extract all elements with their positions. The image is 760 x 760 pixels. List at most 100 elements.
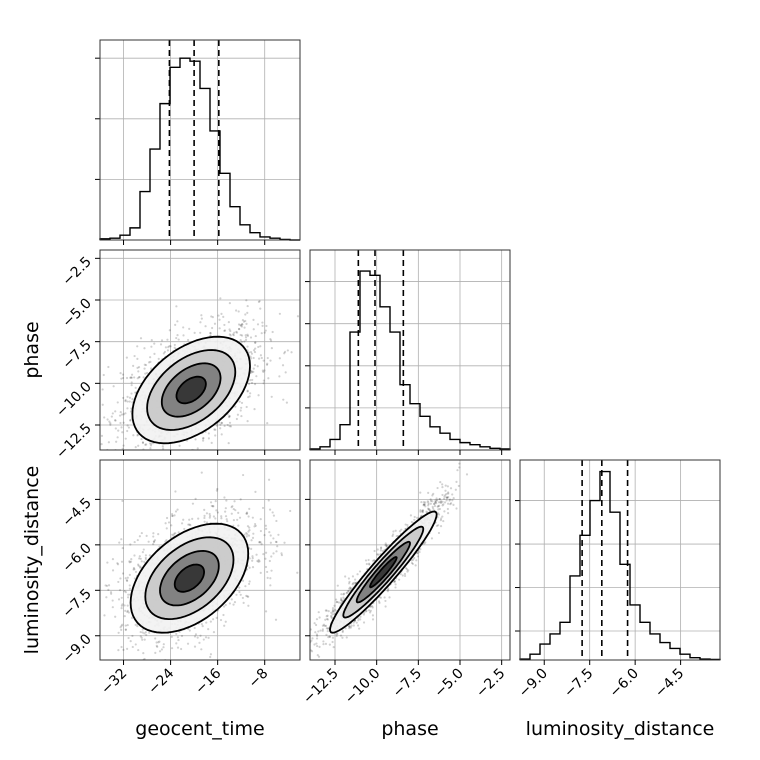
scatter-point <box>203 520 206 523</box>
scatter-point <box>253 522 257 526</box>
scatter-point <box>111 412 114 415</box>
scatter-point <box>121 447 124 450</box>
scatter-point <box>175 632 178 636</box>
scatter-point <box>351 575 355 578</box>
scatter-point <box>141 628 144 631</box>
scatter-point <box>137 564 140 567</box>
scatter-point <box>144 631 147 634</box>
scatter-point <box>442 497 446 500</box>
scatter-point <box>116 562 119 565</box>
scatter-point <box>245 531 248 535</box>
scatter-point <box>94 614 96 616</box>
scatter-point <box>336 584 339 587</box>
scatter-point <box>368 563 371 566</box>
scatter-point <box>232 507 235 511</box>
scatter-point <box>266 362 269 365</box>
scatter-point <box>163 350 167 353</box>
scatter-point <box>316 634 319 637</box>
scatter-point <box>104 584 107 587</box>
scatter-point <box>263 369 266 372</box>
scatter-point <box>377 553 380 556</box>
scatter-point <box>162 447 165 450</box>
scatter-point <box>176 636 180 639</box>
scatter-point <box>127 453 129 455</box>
scatter-point <box>147 361 151 364</box>
scatter-point <box>447 492 450 495</box>
scatter-point <box>353 581 356 584</box>
scatter-point <box>238 586 241 589</box>
scatter-point <box>120 628 123 631</box>
scatter-point <box>269 339 273 342</box>
scatter-point <box>171 533 174 536</box>
scatter-point <box>317 655 321 658</box>
scatter-point <box>194 497 197 500</box>
scatter-point <box>222 315 225 318</box>
scatter-point <box>404 523 407 526</box>
scatter-point <box>346 591 349 594</box>
scatter-point <box>249 392 252 395</box>
scatter-point <box>445 492 448 496</box>
scatter-point <box>113 484 115 486</box>
scatter-point <box>133 354 136 358</box>
scatter-point <box>200 317 203 320</box>
scatter-point <box>265 363 269 366</box>
scatter-point <box>315 637 319 640</box>
scatter-point <box>441 486 444 489</box>
scatter-point <box>126 424 129 427</box>
scatter-point <box>241 579 245 582</box>
scatter-point <box>149 360 152 363</box>
scatter-point <box>282 398 285 401</box>
scatter-point <box>140 531 143 535</box>
scatter-point <box>171 514 174 517</box>
scatter-point <box>347 590 350 593</box>
scatter-point <box>131 398 134 401</box>
scatter-point <box>138 555 141 558</box>
scatter-point <box>441 504 444 507</box>
scatter-point <box>203 516 206 520</box>
scatter-point <box>193 626 196 630</box>
scatter-point <box>191 502 195 505</box>
scatter-point <box>376 548 379 551</box>
scatter-point <box>152 464 154 466</box>
scatter-point <box>260 332 263 335</box>
scatter-point <box>146 371 149 375</box>
scatter-point <box>126 609 129 612</box>
scatter-point <box>278 312 281 315</box>
scatter-point <box>196 636 199 639</box>
scatter-point <box>413 556 416 560</box>
panel-frame <box>99 459 301 661</box>
scatter-point <box>150 442 153 445</box>
scatter-point <box>433 504 437 508</box>
scatter-point <box>144 481 146 483</box>
scatter-point <box>224 515 228 518</box>
scatter-point <box>440 517 443 520</box>
scatter-point <box>129 560 133 563</box>
scatter-point <box>129 543 132 546</box>
scatter-point <box>257 394 260 397</box>
scatter-point <box>458 462 461 465</box>
scatter-point <box>111 606 114 609</box>
scatter-point <box>243 340 246 343</box>
scatter-point <box>126 395 129 398</box>
scatter-point <box>106 418 109 421</box>
scatter-point <box>291 652 293 654</box>
scatter-point <box>446 485 449 488</box>
scatter-point <box>203 508 206 511</box>
scatter-point <box>394 583 397 586</box>
scatter-point <box>173 514 176 517</box>
scatter-point <box>387 588 390 591</box>
scatter-point <box>349 586 353 590</box>
scatter-point <box>158 650 162 653</box>
scatter-point <box>244 336 248 339</box>
scatter-point <box>207 437 210 440</box>
scatter-point <box>182 326 185 329</box>
scatter-point <box>172 468 174 470</box>
scatter-point <box>240 406 243 409</box>
scatter-point <box>250 381 254 385</box>
scatter-point <box>204 325 207 328</box>
scatter-point <box>223 323 226 327</box>
scatter-point <box>432 502 436 505</box>
scatter-point <box>129 410 133 413</box>
scatter-point <box>251 566 255 569</box>
scatter-point <box>235 417 238 421</box>
